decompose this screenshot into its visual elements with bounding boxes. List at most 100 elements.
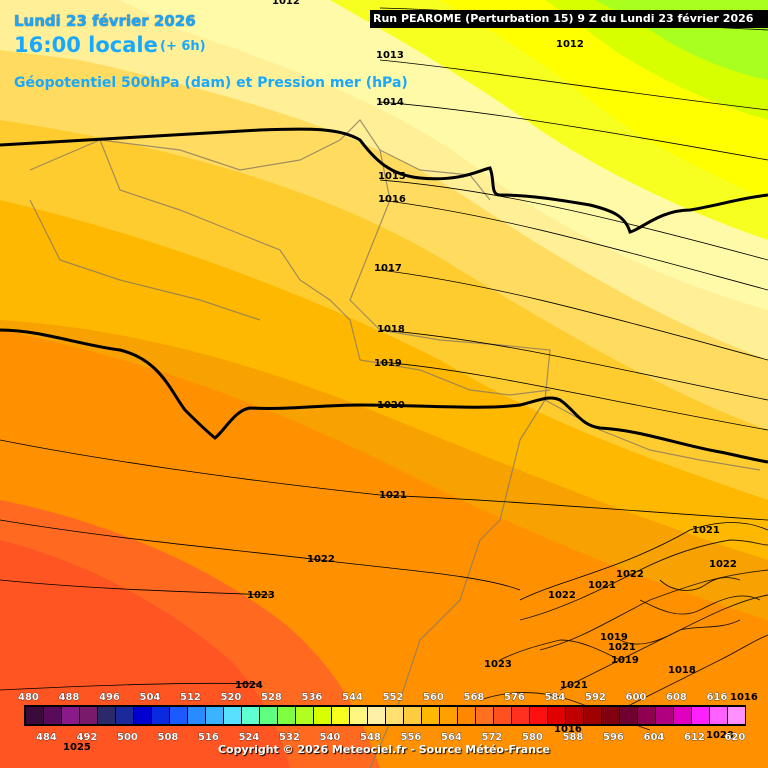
legend-swatch: [728, 707, 745, 724]
legend-label-top: 600: [626, 692, 647, 703]
legend-label-top: 520: [221, 692, 242, 703]
legend-swatch: [548, 707, 565, 724]
legend-swatch: [98, 707, 115, 724]
legend-swatch: [44, 707, 61, 724]
legend-swatch: [332, 707, 349, 724]
isobar-label: 1017: [374, 263, 402, 274]
legend-swatch: [638, 707, 655, 724]
legend-swatch: [566, 707, 583, 724]
legend-label-top: 528: [261, 692, 282, 703]
legend-swatch: [116, 707, 133, 724]
legend-label-top: 504: [140, 692, 161, 703]
isobar-label: 1021: [560, 680, 588, 691]
legend-label-top: 536: [302, 692, 323, 703]
isobar-label: 1019: [374, 358, 402, 369]
isobar-lines: [0, 7, 768, 691]
legend-swatch: [206, 707, 223, 724]
legend-label-bottom: 548: [360, 732, 381, 743]
legend-label-bottom: 508: [158, 732, 179, 743]
isobar-label: 1020: [377, 400, 405, 411]
parameter-title: Géopotentiel 500hPa (dam) et Pression me…: [14, 75, 408, 91]
legend-swatch: [296, 707, 313, 724]
country-borders: [29, 119, 761, 768]
legend-swatch: [134, 707, 151, 724]
legend-swatch: [584, 707, 601, 724]
legend-label-bottom: 516: [198, 732, 219, 743]
legend-swatch: [170, 707, 187, 724]
legend-label-bottom: 588: [563, 732, 584, 743]
forecast-date: Lundi 23 février 2026: [14, 12, 196, 30]
isobar-label: 1015: [378, 171, 406, 182]
legend-label-bottom: 500: [117, 732, 138, 743]
isobar-label: 1013: [376, 50, 404, 61]
legend-label-bottom: 612: [684, 732, 705, 743]
legend-label-top: 480: [18, 692, 39, 703]
legend-swatch: [368, 707, 385, 724]
legend-swatch: [476, 707, 493, 724]
legend-label-top: 584: [545, 692, 566, 703]
isobar-label: 1021: [608, 642, 636, 653]
legend-swatch: [440, 707, 457, 724]
legend-label-bottom: 596: [603, 732, 624, 743]
isobar-label: 1021: [692, 525, 720, 536]
legend-label-top: 592: [585, 692, 606, 703]
legend-label-bottom: 580: [522, 732, 543, 743]
legend-swatch: [242, 707, 259, 724]
legend-label-top: 568: [464, 692, 485, 703]
legend-swatch: [188, 707, 205, 724]
isobar-label: 1023: [484, 659, 512, 670]
isobar-label: 1022: [307, 554, 335, 565]
legend-label-bottom: 484: [36, 732, 57, 743]
isobar-label: 1021: [379, 490, 407, 501]
legend-swatch: [692, 707, 709, 724]
isobar-label: 1019: [600, 632, 628, 643]
legend-swatch: [674, 707, 691, 724]
legend-swatch: [350, 707, 367, 724]
alpine-relief: [479, 539, 768, 731]
isobar-label: 1020: [706, 730, 734, 741]
copyright: Copyright © 2026 Meteociel.fr - Source M…: [217, 743, 551, 756]
legend-label-top: 512: [180, 692, 201, 703]
isobar-label: 1012: [556, 39, 584, 50]
forecast-offset: (+ 6h): [160, 39, 206, 54]
legend-label-top: 616: [707, 692, 728, 703]
legend-label-top: 488: [59, 692, 80, 703]
thick-isobars: [0, 127, 768, 464]
legend-label-top: 608: [666, 692, 687, 703]
legend-label-top: 496: [99, 692, 120, 703]
isobar-label: 1014: [376, 97, 404, 108]
legend-swatch: [260, 707, 277, 724]
isobar-label: 1018: [668, 665, 696, 676]
legend-swatch: [656, 707, 673, 724]
legend-label-bottom: 532: [279, 732, 300, 743]
legend-swatch: [224, 707, 241, 724]
legend-swatch: [404, 707, 421, 724]
isobar-label: 1022: [548, 590, 576, 601]
legend-swatch: [62, 707, 79, 724]
legend-swatch: [26, 707, 43, 724]
legend-swatch: [314, 707, 331, 724]
legend-label-bottom: 620: [725, 732, 746, 743]
legend-label-bottom: 564: [441, 732, 462, 743]
isobar-label: 1022: [616, 569, 644, 580]
color-scale-legend: 480 488 496 504 512 520 528 536 544 552 560 568 576 5…: [18, 692, 746, 743]
legend-label-top: 544: [342, 692, 363, 703]
isobar-label: 1016: [554, 724, 582, 735]
legend-swatch: [512, 707, 529, 724]
legend-swatch: [494, 707, 511, 724]
legend-swatch: [530, 707, 547, 724]
isobar-label: 1016: [378, 194, 406, 205]
legend-label-bottom: 556: [401, 732, 422, 743]
legend-label-bottom: 572: [482, 732, 503, 743]
isobar-label: 1019: [611, 655, 639, 666]
legend-swatch: [80, 707, 97, 724]
legend-swatch: [458, 707, 475, 724]
legend-swatch: [620, 707, 637, 724]
isobar-label: 1016: [730, 692, 758, 703]
legend-label-bottom: 604: [644, 732, 665, 743]
legend-label-bottom: 492: [77, 732, 98, 743]
run-info: Run PEAROME (Perturbation 15) 9 Z du Lun…: [370, 10, 768, 28]
legend-swatch: [278, 707, 295, 724]
